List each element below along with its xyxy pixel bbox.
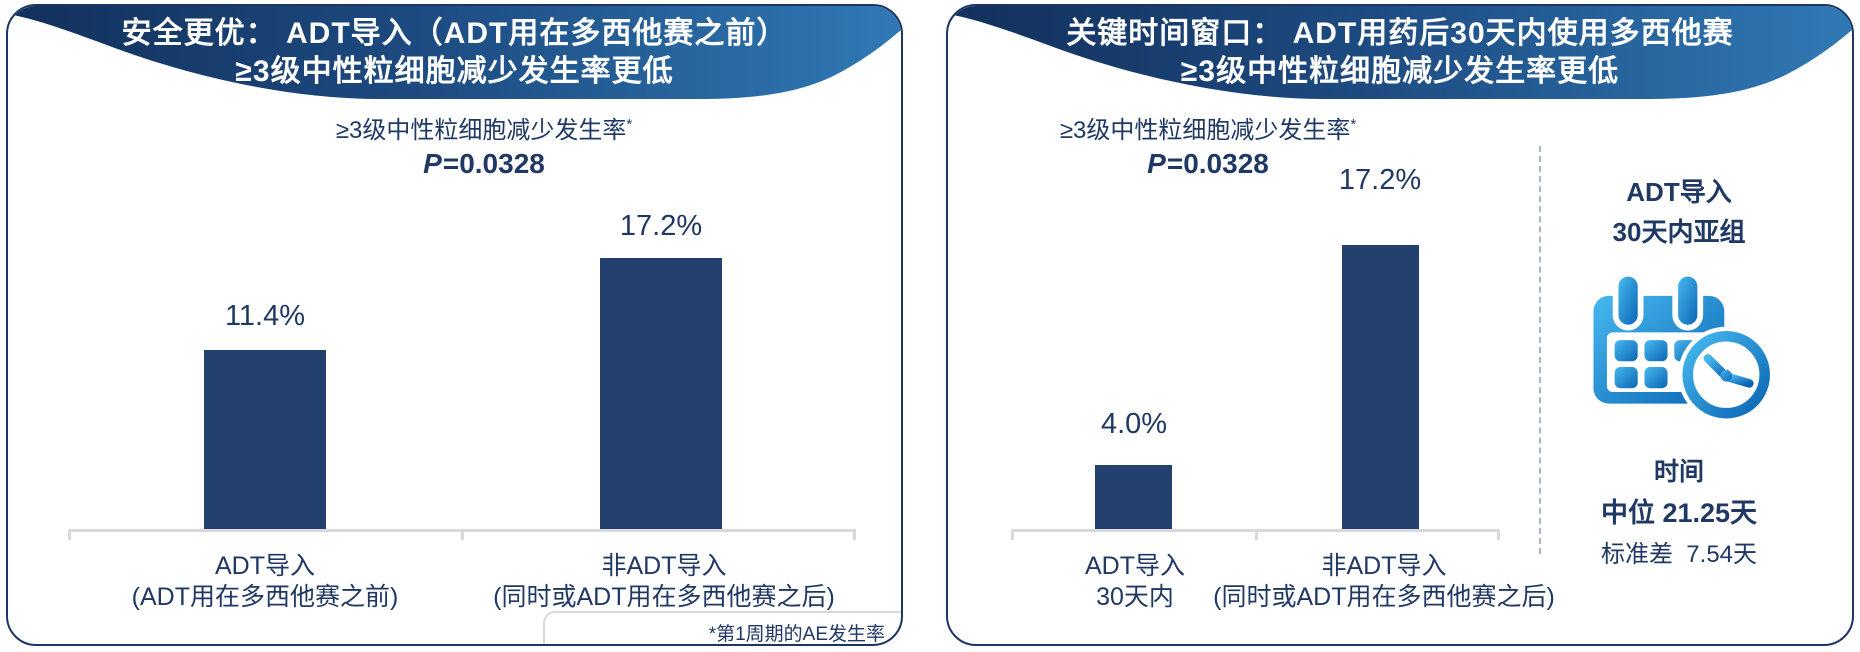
banner-swoosh-graphic bbox=[948, 6, 1852, 99]
x-category-label: 非ADT导入 (同时或ADT用在多西他赛之后) bbox=[1192, 551, 1576, 613]
std-dev-value: 标准差 7.54天 bbox=[1600, 541, 1758, 568]
x-label-line2: (ADT用在多西他赛之前) bbox=[131, 583, 399, 611]
x-label-line1: ADT导入 bbox=[214, 552, 315, 580]
chart-title-left-asterisk: * bbox=[626, 116, 633, 133]
page-title-right-line1: 关键时间窗口： ADT用药后30天内使用多西他赛 bbox=[1066, 17, 1734, 50]
x-label-line1: ADT导入 bbox=[1084, 552, 1185, 580]
p-value-right: P=0.0328 bbox=[948, 148, 1468, 180]
subgroup-label: ADT导入 30天内亚组 bbox=[1548, 172, 1810, 252]
p-number: =0.0328 bbox=[442, 148, 545, 179]
time-title: 时间 bbox=[1653, 458, 1704, 486]
page-title-left-line1: 安全更优： ADT导入（ADT用在多西他赛之前） bbox=[121, 17, 788, 50]
x-category-label: ADT导入 30天内 bbox=[955, 551, 1315, 613]
panel-left-safety: 安全更优： ADT导入（ADT用在多西他赛之前） ≥3级中性粒细胞减少发生率更低… bbox=[6, 4, 903, 646]
x-label-line1: 非ADT导入 bbox=[1321, 552, 1447, 580]
page-title-right-line2: ≥3级中性粒细胞减少发生率更低 bbox=[1180, 55, 1620, 88]
axis-tick bbox=[1255, 529, 1258, 540]
chart-title-right-asterisk: * bbox=[1350, 116, 1357, 133]
axis-tick bbox=[853, 529, 856, 540]
calendar-clock-icon bbox=[1580, 260, 1782, 426]
chart-title-left: ≥3级中性粒细胞减少发生率* bbox=[38, 110, 901, 145]
x-label-line1: 非ADT导入 bbox=[601, 552, 727, 580]
x-category-label: 非ADT导入 (同时或ADT用在多西他赛之后) bbox=[474, 551, 854, 613]
bar-non-adt-lead-in bbox=[1342, 245, 1419, 531]
bar-value-label: 11.4% bbox=[224, 300, 306, 332]
p-italic: P bbox=[1147, 148, 1166, 179]
panel-right-time-window: 关键时间窗口： ADT用药后30天内使用多西他赛 ≥3级中性粒细胞减少发生率更低… bbox=[946, 4, 1854, 646]
subgroup-line2: 30天内亚组 bbox=[1612, 217, 1746, 247]
p-italic: P bbox=[423, 148, 442, 179]
median-value: 中位 21.25天 bbox=[1600, 498, 1758, 528]
axis-tick bbox=[68, 529, 71, 540]
page-title-left: 安全更优： ADT导入（ADT用在多西他赛之前） ≥3级中性粒细胞减少发生率更低 bbox=[8, 15, 901, 91]
bar-adt-lead-in bbox=[204, 350, 326, 531]
bar-value-label: 17.2% bbox=[619, 210, 703, 242]
subgroup-line1: ADT导入 bbox=[1626, 177, 1732, 207]
chart-header-left: ≥3级中性粒细胞减少发生率* P=0.0328 bbox=[38, 110, 901, 180]
chart-title-right-text: ≥3级中性粒细胞减少发生率 bbox=[1059, 117, 1351, 144]
x-label-line2: (同时或ADT用在多西他赛之后) bbox=[493, 583, 835, 611]
x-label-line2: (同时或ADT用在多西他赛之后) bbox=[1213, 583, 1555, 611]
p-value-left: P=0.0328 bbox=[38, 148, 901, 180]
bar-non-adt-lead-in bbox=[600, 258, 722, 531]
axis-tick bbox=[461, 529, 464, 540]
bar-value-label: 17.2% bbox=[1338, 164, 1422, 196]
chart-header-right: ≥3级中性粒细胞减少发生率* P=0.0328 bbox=[948, 110, 1468, 180]
footnote: *第1周期的AE发生率 bbox=[543, 611, 901, 644]
bar-adt-30day bbox=[1095, 465, 1172, 531]
dashed-divider bbox=[1539, 146, 1541, 554]
chart-title-left-text: ≥3级中性粒细胞减少发生率 bbox=[335, 117, 627, 144]
p-number: =0.0328 bbox=[1166, 148, 1269, 179]
banner-swoosh-graphic bbox=[8, 6, 901, 99]
axis-tick bbox=[1011, 529, 1014, 540]
chart-title-right: ≥3级中性粒细胞减少发生率* bbox=[948, 110, 1468, 145]
page-title-right: 关键时间窗口： ADT用药后30天内使用多西他赛 ≥3级中性粒细胞减少发生率更低 bbox=[948, 15, 1852, 91]
bar-value-label: 4.0% bbox=[1100, 408, 1168, 440]
page-title-left-line2: ≥3级中性粒细胞减少发生率更低 bbox=[235, 55, 674, 88]
x-label-line2: 30天内 bbox=[1096, 583, 1174, 611]
axis-tick bbox=[1497, 529, 1500, 540]
x-category-label: ADT导入 (ADT用在多西他赛之前) bbox=[85, 551, 445, 613]
